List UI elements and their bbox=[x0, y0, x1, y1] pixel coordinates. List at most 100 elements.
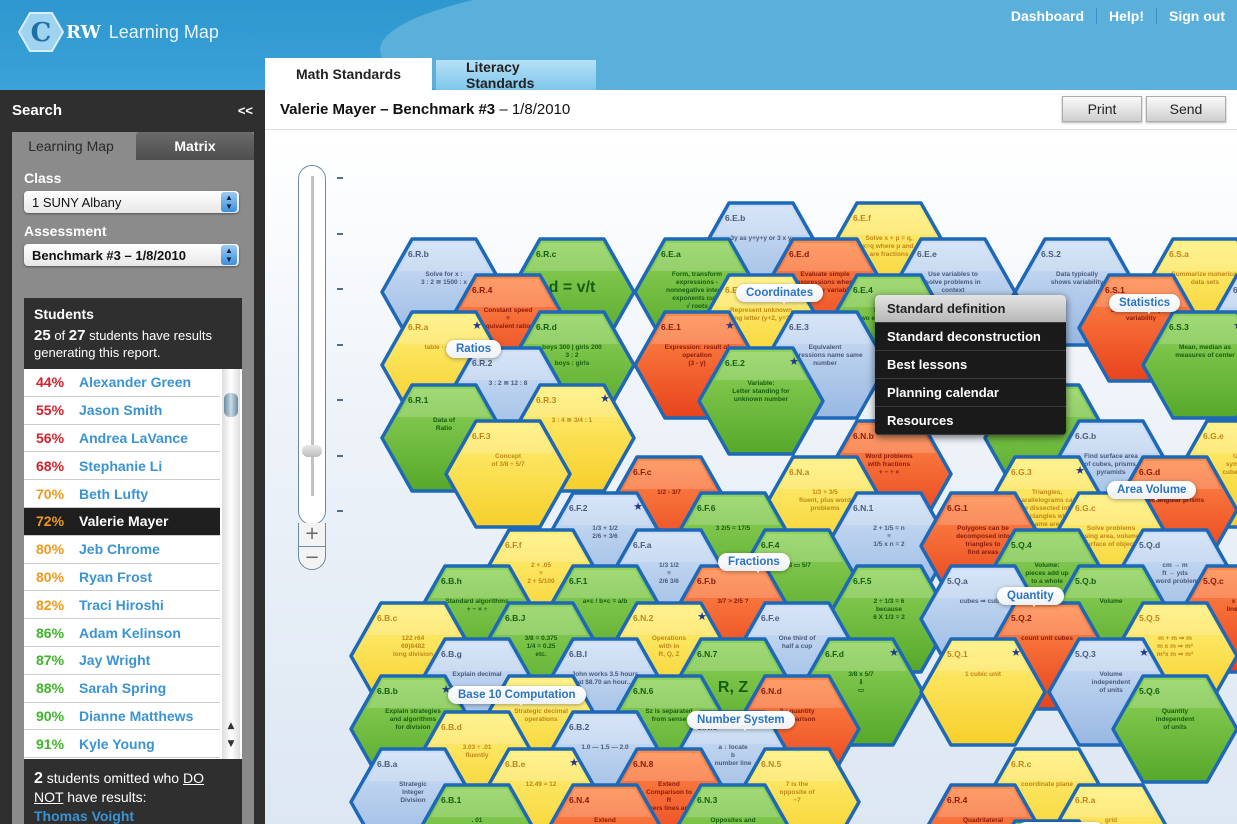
standard-code: 5.Q.a bbox=[947, 576, 968, 586]
domain-label-bubble[interactable]: Statistics bbox=[1109, 294, 1181, 314]
standard-description: Operations with in R, Q, Z bbox=[651, 635, 687, 658]
send-button[interactable]: Send bbox=[1146, 96, 1226, 122]
assessment-select[interactable]: Benchmark #3 – 1/8/2010 ▲ ▼ bbox=[24, 244, 239, 266]
standard-description: 7 is the opposite of −7 bbox=[779, 781, 815, 804]
zoom-slider-thumb[interactable] bbox=[302, 445, 322, 457]
standard-code: 6.F.6 bbox=[697, 503, 716, 513]
standard-hex[interactable]: 5.Q.1 ★ 1 cubic unit bbox=[919, 637, 1047, 747]
domain-label-bubble[interactable]: Fractions bbox=[718, 553, 790, 573]
standard-code: 6.B.g bbox=[441, 649, 462, 659]
tab-matrix[interactable]: Matrix bbox=[136, 132, 254, 160]
scroll-up-arrow-icon[interactable]: ▲ bbox=[227, 721, 235, 731]
standard-description: Solve problems using area, volume, surfa… bbox=[1080, 525, 1142, 548]
standard-description: Explain strategies and algorithms for di… bbox=[385, 708, 441, 731]
student-row[interactable]: 44% Alexander Green bbox=[24, 369, 220, 397]
standard-hex[interactable]: 6.B.1 . 01 − . 003 bbox=[413, 783, 541, 824]
standard-code: 5.Q.2 bbox=[1011, 613, 1032, 623]
scroll-down-arrow-icon[interactable]: ▼ bbox=[227, 739, 235, 749]
student-score: 88% bbox=[36, 680, 65, 697]
student-row[interactable]: 80% Jeb Chrome bbox=[24, 536, 220, 564]
tab-math-standards[interactable]: Math Standards bbox=[265, 58, 432, 90]
context-menu-item[interactable]: Resources bbox=[875, 407, 1066, 435]
student-row[interactable]: 88% Sarah Spring bbox=[24, 675, 220, 703]
student-score: 72% bbox=[36, 513, 65, 530]
standard-hex[interactable]: 6.E.2 ★ Variable: Letter standing for unkn… bbox=[697, 346, 825, 456]
standard-code: 6.R.b bbox=[408, 249, 429, 259]
domain-label-bubble[interactable]: Number System bbox=[687, 711, 795, 731]
student-row[interactable]: 56% Andrea LaVance bbox=[24, 425, 220, 453]
scrollbar-thumb[interactable] bbox=[224, 393, 238, 417]
domain-label-bubble[interactable]: Quantity bbox=[997, 587, 1064, 607]
standard-code: 6.N.8 bbox=[633, 759, 654, 769]
standard-hex[interactable]: 6.S.3 ★ Mean, median as measures of center bbox=[1141, 310, 1237, 420]
of-text: of bbox=[54, 328, 66, 343]
logo[interactable]: C RW Learning Map bbox=[17, 12, 219, 52]
student-row[interactable]: 82% Traci Hiroshi bbox=[24, 591, 220, 620]
standard-hex[interactable]: 6.R.a grid Solve problems bbox=[1047, 783, 1175, 824]
sign-out-link[interactable]: Sign out bbox=[1169, 8, 1225, 24]
standard-description: Solve for x : 3 : 2 ≅ 1500 : x bbox=[421, 271, 467, 286]
standard-code: 6.F.d bbox=[825, 649, 844, 659]
standard-description: Polygons can be decomposed into triangle… bbox=[956, 525, 1010, 556]
context-menu-item[interactable]: Planning calendar bbox=[875, 379, 1066, 407]
zoom-out-button[interactable]: − bbox=[298, 546, 326, 570]
standard-description: Word problems with fractions + − ÷ × bbox=[865, 453, 913, 476]
zoom-slider[interactable] bbox=[298, 165, 326, 525]
standard-description: 3/7 > 2/5 ? bbox=[717, 598, 749, 605]
standard-code: 6.N.b bbox=[853, 431, 874, 441]
student-name: Andrea LaVance bbox=[79, 429, 188, 446]
domain-label-bubble[interactable]: Base 10 Computation bbox=[448, 686, 586, 706]
tab-literacy-standards[interactable]: Literacy Standards bbox=[436, 59, 596, 90]
student-row[interactable]: 55% Jason Smith bbox=[24, 397, 220, 425]
zoom-in-button[interactable]: + bbox=[298, 523, 326, 547]
student-row[interactable]: 68% Stephanie Li bbox=[24, 452, 220, 481]
students-title: Students bbox=[34, 306, 94, 322]
help-link[interactable]: Help! bbox=[1109, 8, 1144, 24]
context-menu-item[interactable]: Standard definition bbox=[875, 295, 1066, 323]
standard-description: x x x line plot bbox=[1226, 598, 1237, 613]
omitted-student-link[interactable]: Thomas Voight bbox=[34, 808, 135, 824]
print-button[interactable]: Print bbox=[1062, 96, 1142, 122]
collapse-sidebar-button[interactable]: << bbox=[237, 102, 253, 118]
dashboard-link[interactable]: Dashboard bbox=[1010, 8, 1084, 24]
student-row[interactable]: 90% Dianne Matthews bbox=[24, 703, 220, 731]
context-menu-item[interactable]: Best lessons bbox=[875, 351, 1066, 379]
star-icon: ★ bbox=[725, 319, 735, 332]
domain-label-bubble[interactable]: Coordinates bbox=[1017, 822, 1105, 824]
student-row[interactable]: 91% Kyle Young bbox=[24, 730, 220, 759]
student-list-scrollbar[interactable]: ▲ ▼ bbox=[222, 369, 240, 759]
standard-code: 6.R.d bbox=[536, 322, 557, 332]
student-row[interactable]: 80% Ryan Frost bbox=[24, 564, 220, 592]
standard-description: Equivalent expressions name same number bbox=[787, 344, 863, 367]
star-icon: ★ bbox=[1075, 464, 1085, 477]
student-score: 44% bbox=[36, 374, 65, 391]
student-row[interactable]: 72% Valerie Mayer bbox=[24, 507, 220, 536]
standard-hex[interactable]: 5.Q.6 Quantity independent of units bbox=[1111, 674, 1237, 784]
standard-description: coordinate plane bbox=[1020, 781, 1073, 788]
standard-hex[interactable]: 6.N.3 Opposites and negative numbers bbox=[669, 783, 797, 824]
student-row[interactable]: 87% Jay Wright bbox=[24, 647, 220, 675]
standard-code: 6.N.4 bbox=[569, 795, 590, 805]
student-row[interactable]: 70% Beth Lufty bbox=[24, 480, 220, 508]
tab-learning-map[interactable]: Learning Map bbox=[12, 132, 130, 160]
omitted-do-text: DO bbox=[182, 770, 204, 786]
domain-label-bubble[interactable]: Ratios bbox=[446, 340, 502, 360]
students-header: Students 25 of 27 students have results … bbox=[24, 298, 242, 369]
student-row[interactable]: 86% Adam Kelinson bbox=[24, 619, 220, 647]
class-select[interactable]: 1 SUNY Albany ▲ ▼ bbox=[24, 191, 239, 213]
standard-description: d = v/t bbox=[548, 279, 596, 296]
standard-hex[interactable]: 6.F.3 Concept of 3/8 ÷ 5/7 bbox=[444, 419, 572, 529]
standard-hex[interactable]: 6.N.4 Extend 0 2 to number line bbox=[541, 783, 669, 824]
standard-description: 3 : 4 ≅ 3/4 : 1 bbox=[551, 417, 593, 424]
context-menu-item[interactable]: Standard deconstruction bbox=[875, 323, 1066, 351]
standard-code: 6.B.h bbox=[441, 576, 462, 586]
standard-code: 5.Q.4 bbox=[1011, 540, 1032, 550]
standard-description: Opposites and negative numbers bbox=[710, 817, 756, 824]
standard-description: 2 ÷ 1/3 = 6 because 6 X 1/3 = 2 bbox=[873, 598, 905, 621]
standard-code: 5.Q.c bbox=[1203, 576, 1224, 586]
learning-map-canvas[interactable]: + − 6.R.b Solve for x : 3 : 2 ≅ 1500 : x 6… bbox=[265, 136, 1237, 824]
standard-code: 6.R.c bbox=[1011, 759, 1032, 769]
domain-label-bubble[interactable]: Coordinates bbox=[736, 284, 824, 304]
standard-hex[interactable]: 6.R.4 Quadrilateral | Parallelogram | Rec… bbox=[919, 783, 1047, 824]
domain-label-bubble[interactable]: Area Volume bbox=[1107, 481, 1197, 501]
